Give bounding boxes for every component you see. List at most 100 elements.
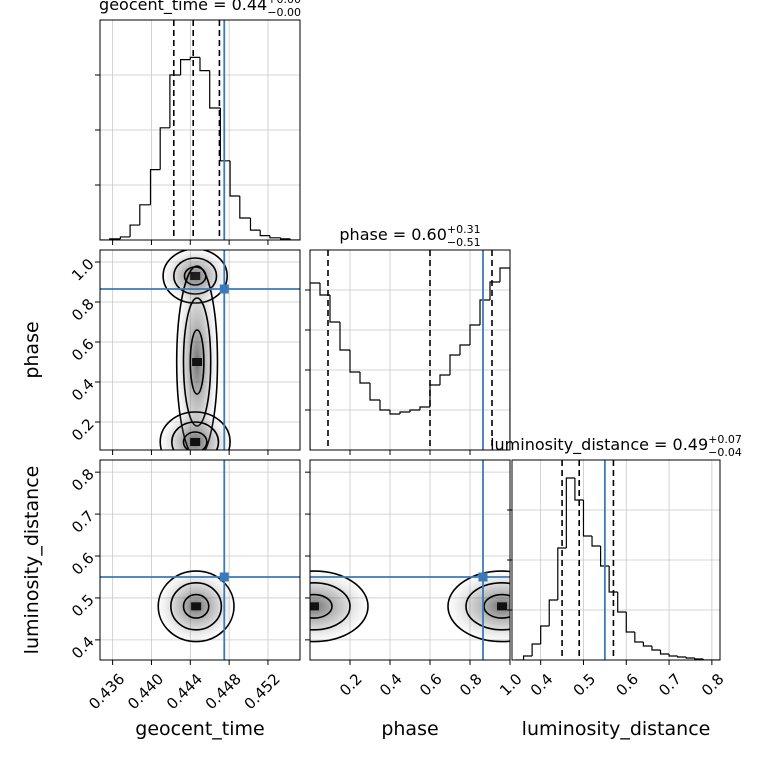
histogram-step [459,344,470,355]
contour-line [465,582,510,631]
panel [100,20,300,240]
density-peak [310,602,319,611]
truth-marker [219,572,229,582]
histogram-step [694,658,704,660]
density-peak [192,358,203,366]
contour-line [159,411,231,450]
histogram-step [449,354,460,375]
histogram-step [439,374,450,385]
histogram-step [389,410,400,415]
histogram-step [129,224,140,237]
x-axis-label: geocent_time [135,718,264,740]
histogram-step [179,59,191,75]
histogram-step [249,218,261,231]
contour-line [171,421,220,450]
histogram-step [557,547,567,600]
histogram-step [199,57,210,72]
title-upper-error: +0.31 [447,223,481,236]
histogram-step [531,643,541,656]
y-axis-label: phase [21,321,43,378]
title-lower-error: −0.04 [708,446,742,459]
panel [310,250,510,450]
truth-marker [478,572,488,582]
panel-frame [99,459,301,661]
x-axis-label: phase [381,718,438,740]
histogram-step [229,160,240,197]
panel-frame [309,249,511,451]
histogram-step [625,612,635,633]
truth-marker [219,284,229,294]
histogram-step [119,236,131,239]
histogram-step [279,237,291,240]
panel-title: luminosity_distance = 0.49 [490,435,708,455]
histogram-step [668,654,678,657]
panel-frame [511,459,721,661]
histogram-step [139,204,151,226]
contour-line [182,431,208,450]
panel-title: phase = 0.60 [339,225,446,244]
histogram-step [702,659,712,660]
density-peak [191,602,202,611]
title-upper-error: +0.07 [708,433,742,446]
panel-title: geocent_time = 0.44 [99,0,267,15]
histogram-step [677,656,687,658]
histogram-step [642,642,652,647]
histogram-step [548,599,558,626]
histogram-step [540,625,550,644]
contour-line [310,582,351,631]
contour-line [310,570,369,643]
panel [100,460,300,660]
contour-line [483,593,510,619]
panel [512,460,720,660]
histogram-step [149,169,161,205]
histogram-step [409,409,420,412]
panel-frame [99,19,301,241]
y-axis-label: luminosity_distance [21,466,43,655]
histogram-step [591,536,601,547]
histogram-step [399,411,410,414]
histogram-step [599,546,610,567]
histogram-step [489,281,500,300]
histogram-step [369,383,380,401]
histogram-step [310,282,320,450]
x-axis-label: luminosity_distance [522,718,711,740]
histogram-step [608,566,618,593]
contour-line [447,570,510,643]
histogram-step [522,655,533,660]
histogram-step [582,500,593,537]
histogram-step [269,235,281,239]
title-lower-error: −0.51 [447,236,481,249]
density-peak [190,438,201,446]
histogram-step [159,127,170,170]
panel [310,460,510,660]
histogram-step [574,478,584,501]
density-fill [444,568,510,644]
histogram-step [499,267,510,450]
histogram-step [479,299,490,325]
histogram-step [469,324,480,345]
histogram-step [209,70,221,109]
contour-line [189,329,205,395]
histogram-step [189,56,200,60]
density-fill [310,568,372,644]
contour-line [170,582,223,631]
histogram-step [239,196,251,219]
density-fill [157,410,233,450]
title-lower-error: −0.00 [267,6,301,19]
histogram-step [617,592,627,613]
histogram-step [169,74,181,128]
contour-line [310,593,333,619]
histogram-step [565,477,575,548]
histogram-step [379,400,390,411]
contour-line [175,265,219,450]
histogram-step [349,350,360,373]
histogram-step [319,283,330,296]
histogram-step [685,657,695,659]
density-peak [497,602,507,611]
histogram-step [329,295,340,323]
histogram-step [634,632,644,643]
histogram-step [419,406,430,410]
histogram-step [259,230,270,237]
